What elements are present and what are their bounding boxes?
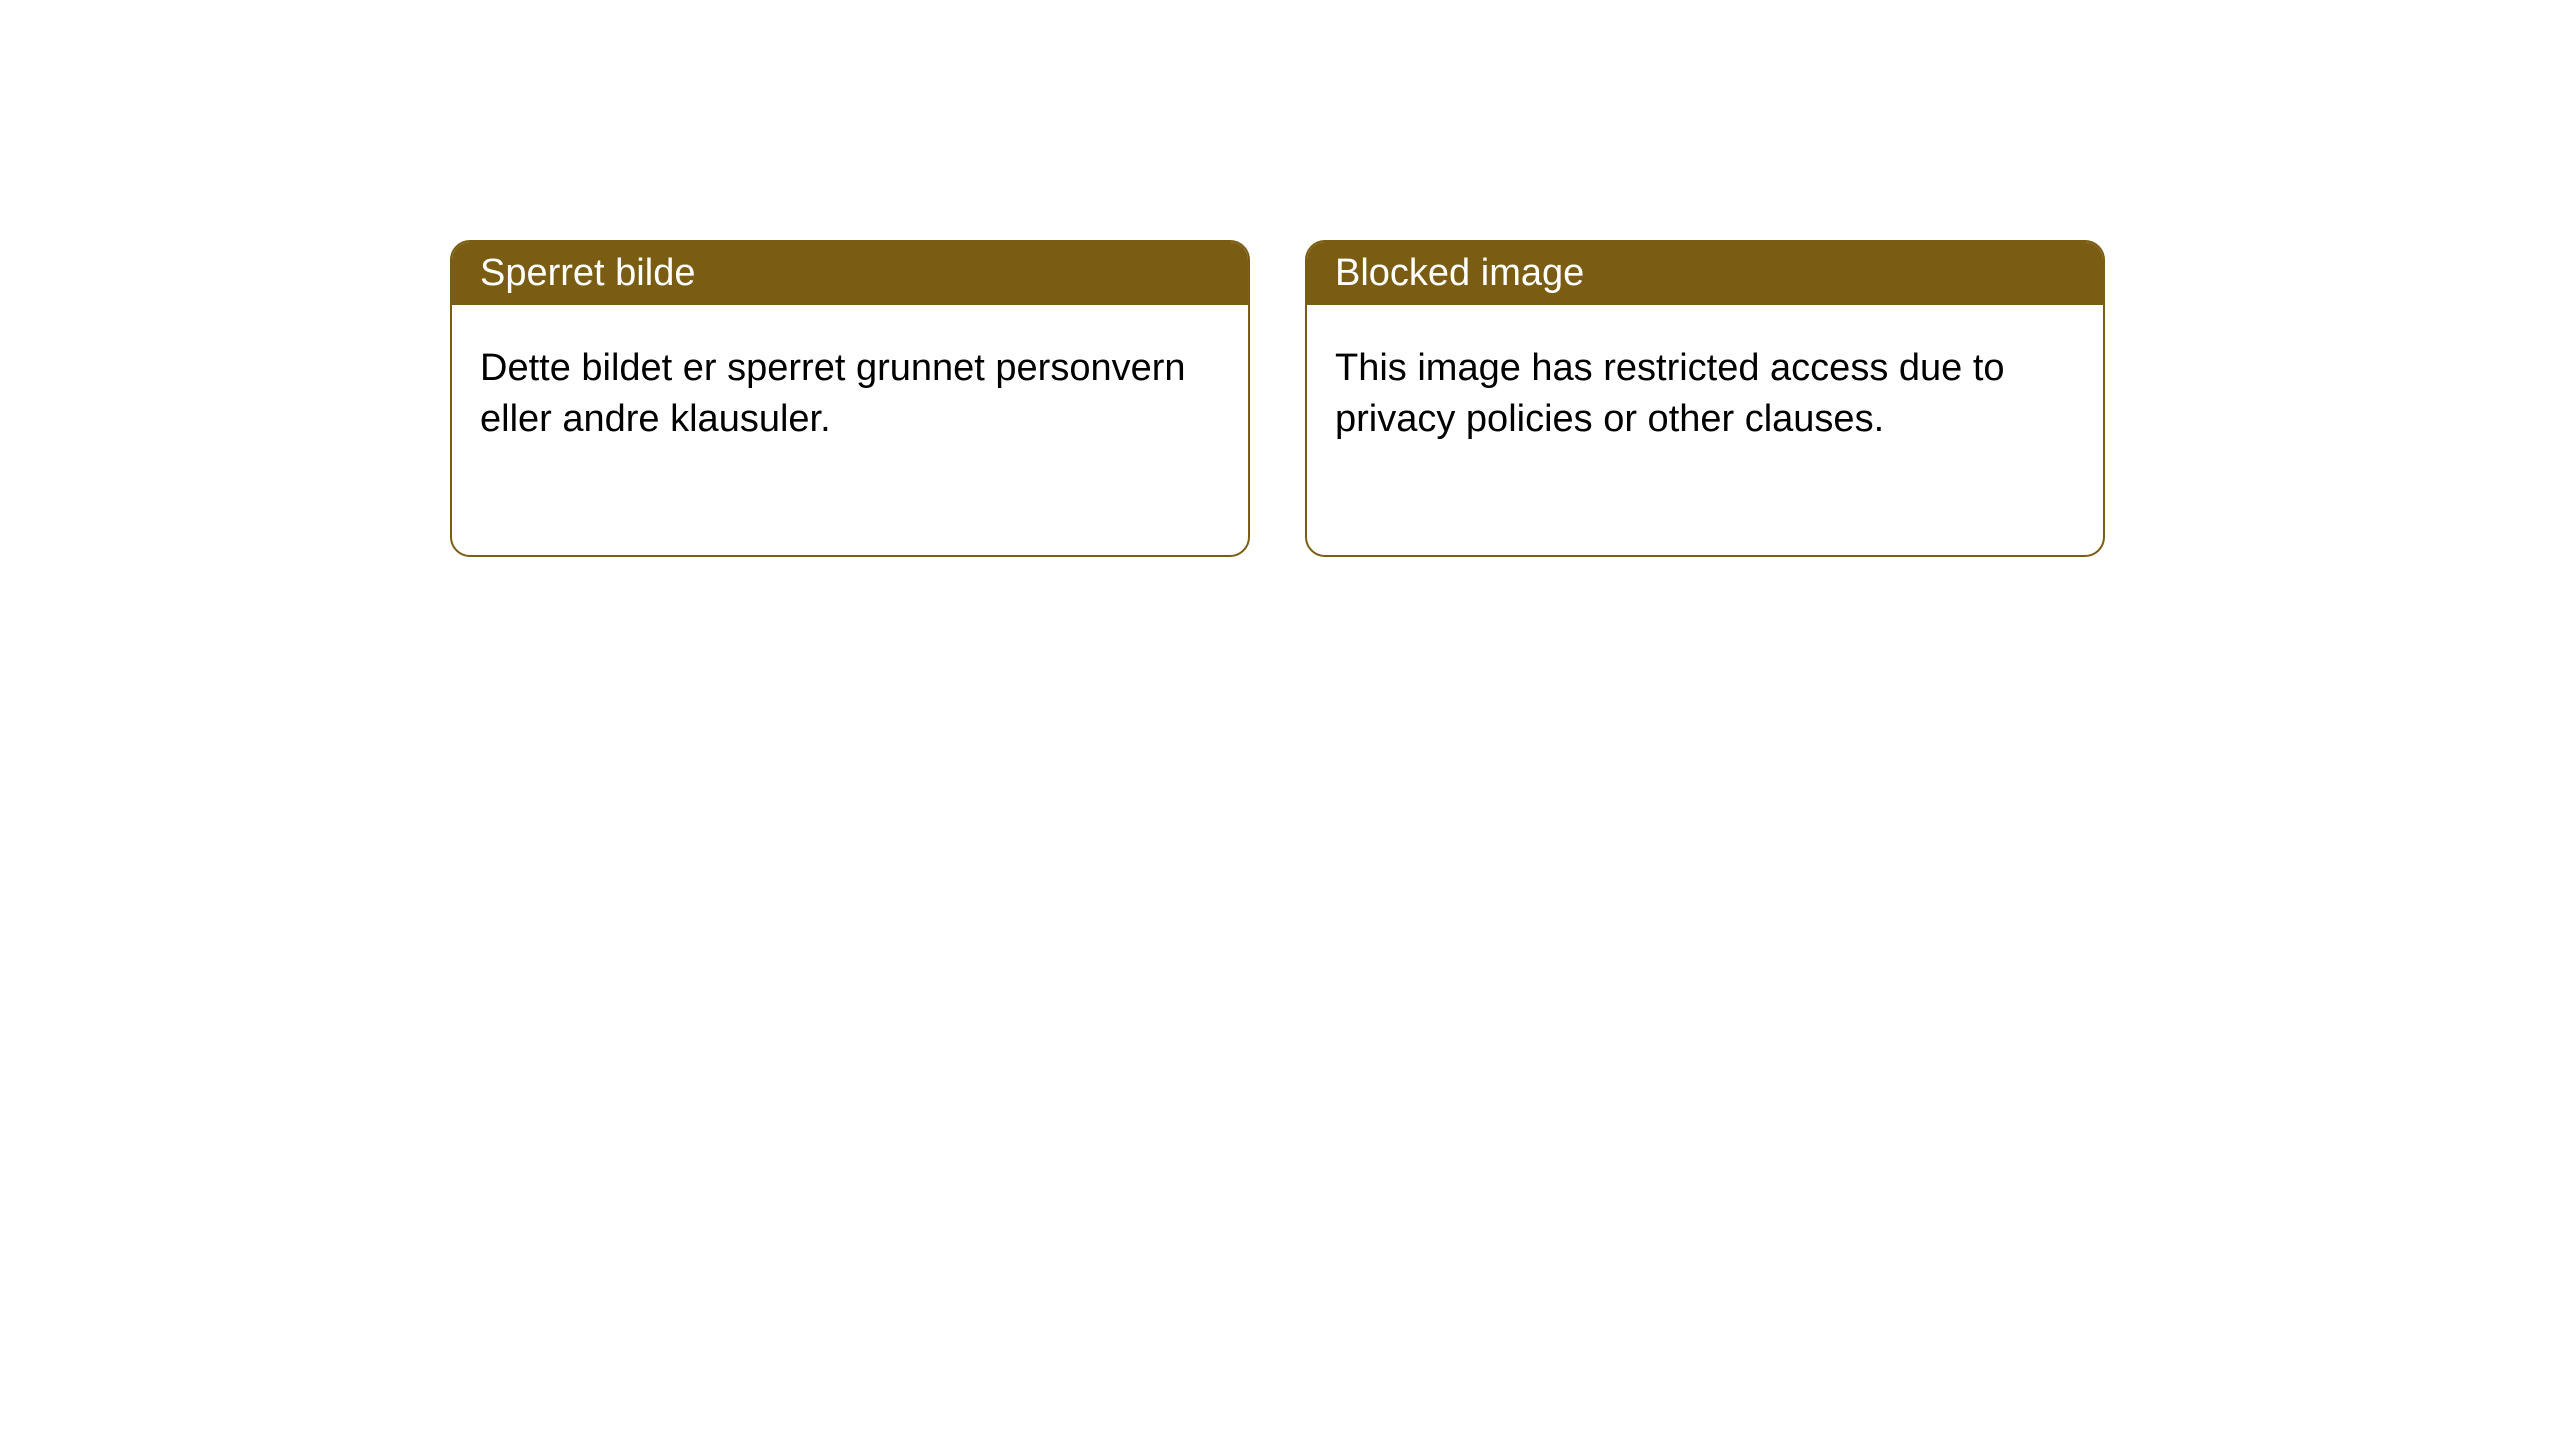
- card-body-norwegian: Dette bildet er sperret grunnet personve…: [452, 305, 1248, 555]
- card-body-text: This image has restricted access due to …: [1335, 347, 2005, 440]
- card-header-norwegian: Sperret bilde: [452, 242, 1248, 305]
- card-body-text: Dette bildet er sperret grunnet personve…: [480, 347, 1186, 440]
- card-body-english: This image has restricted access due to …: [1307, 305, 2103, 555]
- notice-card-norwegian: Sperret bilde Dette bildet er sperret gr…: [450, 240, 1250, 557]
- card-title: Sperret bilde: [480, 252, 695, 294]
- card-header-english: Blocked image: [1307, 242, 2103, 305]
- notice-cards-container: Sperret bilde Dette bildet er sperret gr…: [450, 240, 2105, 557]
- card-title: Blocked image: [1335, 252, 1584, 294]
- notice-card-english: Blocked image This image has restricted …: [1305, 240, 2105, 557]
